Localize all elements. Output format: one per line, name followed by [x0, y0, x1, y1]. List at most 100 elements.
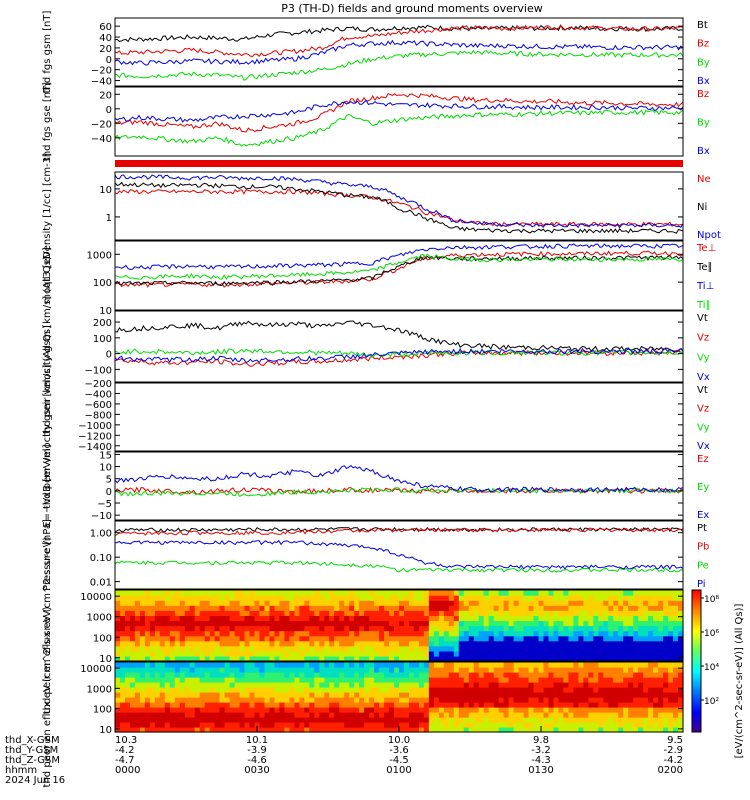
- spectrogram-cell: [194, 625, 201, 632]
- spectrogram-cell: [443, 605, 450, 611]
- spectrogram-cell: [668, 697, 674, 703]
- spectrogram-cell: [249, 662, 256, 668]
- spectrogram-cell: [593, 702, 599, 708]
- spectrogram-cell: [523, 697, 530, 703]
- spectrogram-cell: [508, 722, 515, 728]
- spectrogram-cell: [264, 615, 271, 622]
- spectrogram-cell: [528, 717, 535, 723]
- spectrogram-cell: [418, 712, 425, 718]
- spectrogram-cell: [299, 630, 305, 637]
- spectrogram-cell: [199, 625, 206, 632]
- spectrogram-cell: [623, 687, 629, 693]
- spectrogram-cell: [508, 645, 515, 652]
- spectrogram-cell: [214, 635, 221, 642]
- spectrogram-cell: [169, 650, 176, 657]
- spectrogram-cell: [568, 615, 574, 622]
- spectrogram-cell: [603, 595, 609, 601]
- spectrogram-cell: [334, 662, 340, 668]
- spectrogram-cell: [144, 605, 151, 611]
- spectrogram-cell: [633, 717, 639, 723]
- spectrogram-cell: [309, 610, 315, 616]
- spectrogram-cell: [493, 615, 500, 622]
- spectrogram-cell: [389, 620, 395, 627]
- spectrogram-cell: [120, 717, 126, 723]
- spectrogram-cell: [169, 712, 176, 718]
- spectrogram-cell: [498, 645, 505, 652]
- spectrogram-cell: [319, 727, 325, 733]
- spectrogram-cell: [229, 615, 236, 622]
- spectrogram-cell: [164, 630, 171, 637]
- spectrogram-cell: [309, 615, 315, 622]
- spectrogram-cell: [413, 590, 420, 596]
- spectrogram-cell: [488, 727, 495, 733]
- spectrogram-cell: [115, 662, 121, 668]
- spectrogram-cell: [389, 595, 395, 601]
- spectrogram-cell: [179, 667, 186, 673]
- spectrogram-cell: [488, 667, 495, 673]
- spectrogram-cell: [149, 595, 156, 601]
- spectrogram-cell: [324, 600, 330, 606]
- spectrogram-cell: [289, 687, 295, 693]
- spectrogram-cell: [334, 727, 340, 733]
- spectrogram-cell: [568, 717, 574, 723]
- spectrogram-cell: [294, 595, 300, 601]
- spectrogram-cell: [468, 667, 475, 673]
- spectrogram-cell: [359, 722, 365, 728]
- spectrogram-cell: [129, 667, 136, 673]
- spectrogram-cell: [409, 692, 415, 698]
- spectrogram-cell: [209, 605, 216, 611]
- spectrogram-cell: [144, 600, 151, 606]
- spectrogram-cell: [638, 620, 644, 627]
- spectrogram-cell: [219, 687, 226, 693]
- spectrogram-cell: [463, 692, 470, 698]
- spectrogram-cell: [339, 650, 345, 657]
- spectrogram-cell: [234, 682, 241, 688]
- spectrogram-cell: [394, 687, 400, 693]
- spectrogram-cell: [673, 667, 679, 673]
- spectrogram-cell: [508, 650, 515, 657]
- spectrogram-cell: [354, 615, 360, 622]
- series-Ni: [114, 181, 684, 234]
- spectrogram-cell: [428, 717, 435, 723]
- spectrogram-cell: [658, 630, 664, 637]
- spectrogram-cell: [568, 645, 574, 652]
- spectrogram-cell: [354, 702, 360, 708]
- spectrogram-cell: [618, 687, 624, 693]
- spectrogram-cell: [269, 615, 276, 622]
- spectrogram-cell: [543, 615, 550, 622]
- spectrogram-cell: [678, 625, 684, 632]
- spectrogram-cell: [578, 662, 584, 668]
- spectrogram-cell: [603, 640, 609, 647]
- panel-frame: [114, 520, 684, 590]
- spectrogram-cell: [184, 662, 191, 668]
- spectrogram-cell: [219, 712, 226, 718]
- spectrogram-cell: [269, 650, 276, 657]
- spectrogram-cell: [409, 645, 415, 652]
- spectrogram-cell: [189, 615, 196, 622]
- spectrogram-cell: [164, 615, 171, 622]
- spectrogram-cell: [658, 697, 664, 703]
- spectrogram-cell: [488, 702, 495, 708]
- spectrogram-cell: [643, 645, 649, 652]
- spectrogram-cell: [219, 620, 226, 627]
- spectrogram-cell: [249, 635, 256, 642]
- spectrogram-cell: [134, 712, 141, 718]
- spectrogram-cell: [259, 717, 266, 723]
- spectrogram-cell: [184, 640, 191, 647]
- spectrogram-cell: [169, 600, 176, 606]
- spectrogram-cell: [394, 650, 400, 657]
- spectrogram-cell: [563, 640, 569, 647]
- spectrogram-cell: [453, 722, 460, 728]
- spectrogram-cell: [269, 702, 276, 708]
- spectrogram-cell: [423, 610, 430, 616]
- spectrogram-cell: [568, 682, 574, 688]
- spectrogram-cell: [115, 630, 121, 637]
- spectrogram-cell: [204, 702, 211, 708]
- spectrogram-cell: [199, 655, 206, 662]
- series-Te∥: [114, 254, 684, 287]
- spectrogram-cell: [259, 630, 266, 637]
- spectrogram-cell: [608, 672, 614, 678]
- spectrogram-cell: [329, 697, 335, 703]
- spectrogram-cell: [573, 630, 579, 637]
- legend-Vx: Vx: [697, 441, 710, 452]
